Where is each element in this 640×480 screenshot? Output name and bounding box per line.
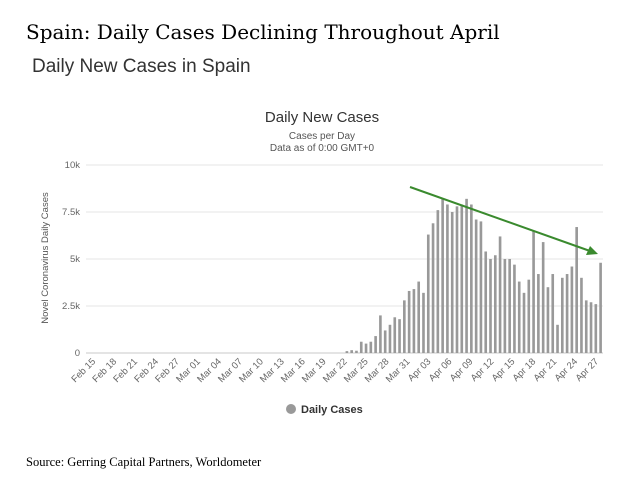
gridlines: [86, 164, 603, 354]
legend-marker: [286, 404, 296, 414]
bar: [431, 223, 435, 353]
bar: [493, 255, 497, 353]
bar: [398, 319, 401, 353]
bar: [374, 336, 377, 353]
trend-arrowhead: [586, 246, 598, 255]
bar: [527, 279, 531, 353]
y-tick-label: 7.5k: [62, 207, 80, 218]
bars: [345, 198, 602, 353]
bar: [522, 292, 526, 353]
bar: [426, 234, 430, 353]
bar: [537, 274, 540, 353]
bar: [345, 351, 349, 353]
bar: [513, 264, 516, 353]
y-tick-label: 2.5k: [62, 301, 80, 312]
bar: [355, 350, 358, 353]
bar: [441, 198, 444, 353]
y-tick-label: 0: [75, 348, 80, 359]
bar: [393, 317, 397, 353]
bar: [383, 330, 387, 353]
bar: [575, 227, 578, 353]
x-tick-label: Mar 31: [384, 356, 413, 385]
bar: [379, 315, 382, 353]
bar: [359, 341, 363, 353]
bar: [517, 281, 521, 353]
bar: [403, 300, 406, 353]
bar: [508, 259, 511, 353]
bar: [560, 277, 564, 353]
chart-subtitle-line-1: Cases per Day: [289, 131, 355, 142]
subheadline: Daily New Cases in Spain: [32, 56, 251, 77]
bar: [546, 287, 550, 353]
bar: [350, 350, 353, 353]
trend-arrow: [409, 186, 591, 252]
bar: [532, 230, 535, 353]
bar: [369, 341, 373, 353]
bar: [580, 277, 583, 353]
bar: [584, 300, 588, 353]
bar: [599, 262, 602, 353]
bar: [446, 204, 449, 353]
x-tick-label: Apr 27: [574, 356, 602, 384]
bar: [565, 274, 569, 353]
y-tick-label: 10k: [65, 160, 81, 171]
bar: [417, 281, 421, 353]
bar: [460, 204, 464, 353]
source-note: Source: Gerring Capital Partners, Worldo…: [26, 455, 262, 469]
bar: [498, 236, 502, 353]
bar: [556, 324, 559, 353]
chart-title: Daily New Cases: [265, 109, 379, 126]
bar: [474, 219, 478, 353]
bar: [412, 289, 416, 353]
bar: [570, 266, 574, 353]
legend-label: Daily Cases: [301, 404, 363, 416]
bar: [455, 206, 459, 353]
bar: [364, 343, 368, 353]
bar: [407, 290, 411, 353]
bar: [436, 210, 440, 353]
bar: [465, 198, 468, 353]
bar: [589, 302, 593, 353]
bar: [489, 259, 492, 353]
bar: [503, 259, 507, 353]
bar: [551, 274, 555, 353]
y-tick-labels: 0 2.5k 5k 7.5k 10k: [62, 160, 80, 359]
y-tick-label: 5k: [70, 254, 80, 265]
headline: Spain: Daily Cases Declining Throughout …: [26, 20, 500, 44]
bar: [484, 251, 488, 353]
bar: [388, 324, 392, 353]
y-axis-label: Novel Coronavirus Daily Cases: [40, 192, 51, 324]
bar: [594, 304, 598, 353]
bar: [479, 221, 483, 353]
bar: [422, 292, 425, 353]
bar: [541, 242, 545, 353]
chart-subtitle-line-2: Data as of 0:00 GMT+0: [270, 143, 375, 154]
bar: [470, 204, 473, 353]
bar: [450, 212, 454, 353]
